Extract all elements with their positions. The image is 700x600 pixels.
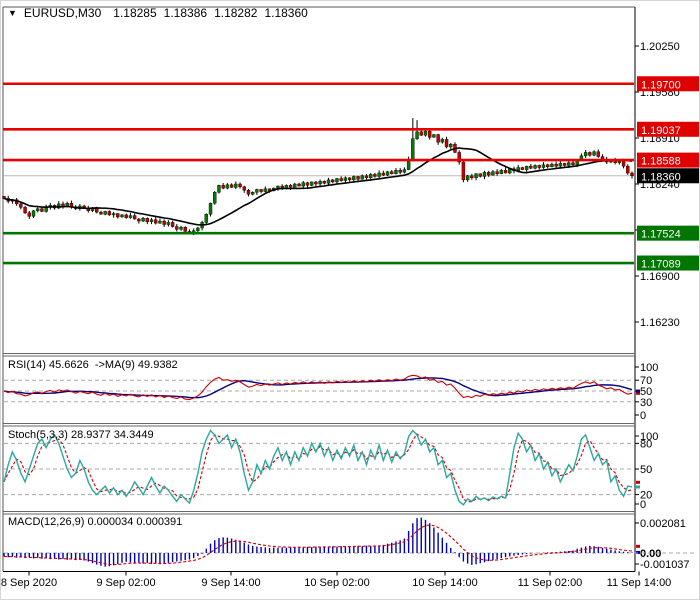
rsi-line [3,374,633,401]
stoch-axis-label: 0 [640,499,646,511]
support-price-badge-text: 1.17524 [641,229,681,241]
macd-histogram [3,517,633,567]
resistance-price-badge-text: 1.19037 [641,125,681,137]
resistance-price-badge-bg [637,76,699,92]
time-axis-label: 10 Sep 02:00 [304,577,369,589]
stoch-d-current-marker [636,480,640,484]
resistance-price-badge-bg [637,152,699,168]
stoch-d-line [3,433,633,503]
support-price-badge: 1.17524 [637,225,699,241]
rsi-current-marker [636,391,640,395]
price-direction-icon: ▼ [8,8,17,18]
resistance-price-badge: 1.18588 [637,152,699,168]
close-value: 1.18360 [264,6,308,20]
current-price-badge-bg [637,168,699,184]
stoch-axis-label: 50 [640,464,652,476]
chart-ohlc-header: ▼ EURUSD,M30 1.18285 1.18386 1.18282 1.1… [8,6,315,20]
support-price-badge-bg [637,255,699,271]
symbol-period-label: EURUSD,M30 [23,6,102,20]
open-value: 1.18285 [113,6,157,20]
macd-axis-label: 0.002081 [640,518,686,530]
chart-frame [2,6,636,572]
time-axis-label: 8 Sep 2020 [1,577,57,589]
high-value: 1.18386 [163,6,208,20]
resistance-price-badge: 1.19700 [637,76,699,92]
rsi-axis-label: 0 [640,410,646,422]
support-price-badge-bg [637,225,699,241]
current-price-badge-text: 1.18360 [641,171,681,183]
time-axis-label: 9 Sep 02:00 [96,577,155,589]
rsi-axis-label: 70 [640,375,652,387]
resistance-price-badge-bg [637,121,699,137]
time-axis-label: 10 Sep 14:00 [412,577,477,589]
rsi-axis-label: 50 [640,386,652,398]
time-axis-label: 9 Sep 14:00 [201,577,260,589]
low-value: 1.18282 [214,6,258,20]
stoch-axis-label: 80 [640,438,652,450]
support-price-badge: 1.17089 [637,255,699,271]
rsi-indicator-label: RSI(14) 45.6626 ->MA(9) 49.9382 [8,359,178,371]
rsi-panel[interactable] [3,374,634,403]
rsi-axis-label: 100 [640,362,658,374]
rsi-ma-current-marker [636,389,640,393]
resistance-price-badge: 1.19037 [637,121,699,137]
price-axis-label: 1.16900 [640,271,680,283]
macd-signal-line [3,524,633,566]
time-axis-label: 11 Sep 02:00 [518,577,583,589]
price-axis: 1.202501.195801.189101.182401.175701.169… [635,41,699,571]
price-axis-label: 1.16230 [640,317,680,329]
time-axis-label: 11 Sep 14:00 [607,577,672,589]
macd-axis-label: 0.00 [640,548,661,560]
stoch-k-current-marker [636,485,640,489]
resistance-price-badge-text: 1.18588 [641,156,681,168]
resistance-price-badge-text: 1.19700 [641,79,681,91]
stoch-axis-label: 100 [640,431,658,443]
ma-line [3,147,633,226]
macd-current-marker [636,550,640,554]
price-axis-label: 1.20250 [640,41,680,53]
macd-axis-label: -0.001037 [640,559,690,571]
main-chart-panel[interactable] [2,82,635,265]
time-axis[interactable]: 8 Sep 2020 9 Sep 02:00 9 Sep 14:00 10 Sep 0… [1,571,672,590]
support-price-badge-text: 1.17089 [641,259,681,271]
rsi-axis-label: 30 [640,397,652,409]
macd-panel[interactable] [3,517,695,567]
stochastic-panel[interactable] [3,429,634,506]
stoch-axis-label: 20 [640,490,652,502]
macd-indicator-label: MACD(12,26,9) 0.000034 0.000391 [8,516,183,528]
stochastic-indicator-label: Stoch(5,3,3) 28.9377 34.3449 [8,429,154,441]
stoch-k-line [3,429,633,506]
candlesticks [2,118,634,236]
macd-signal-current-marker [636,544,640,548]
current-price-badge: 1.18360 [637,168,699,184]
